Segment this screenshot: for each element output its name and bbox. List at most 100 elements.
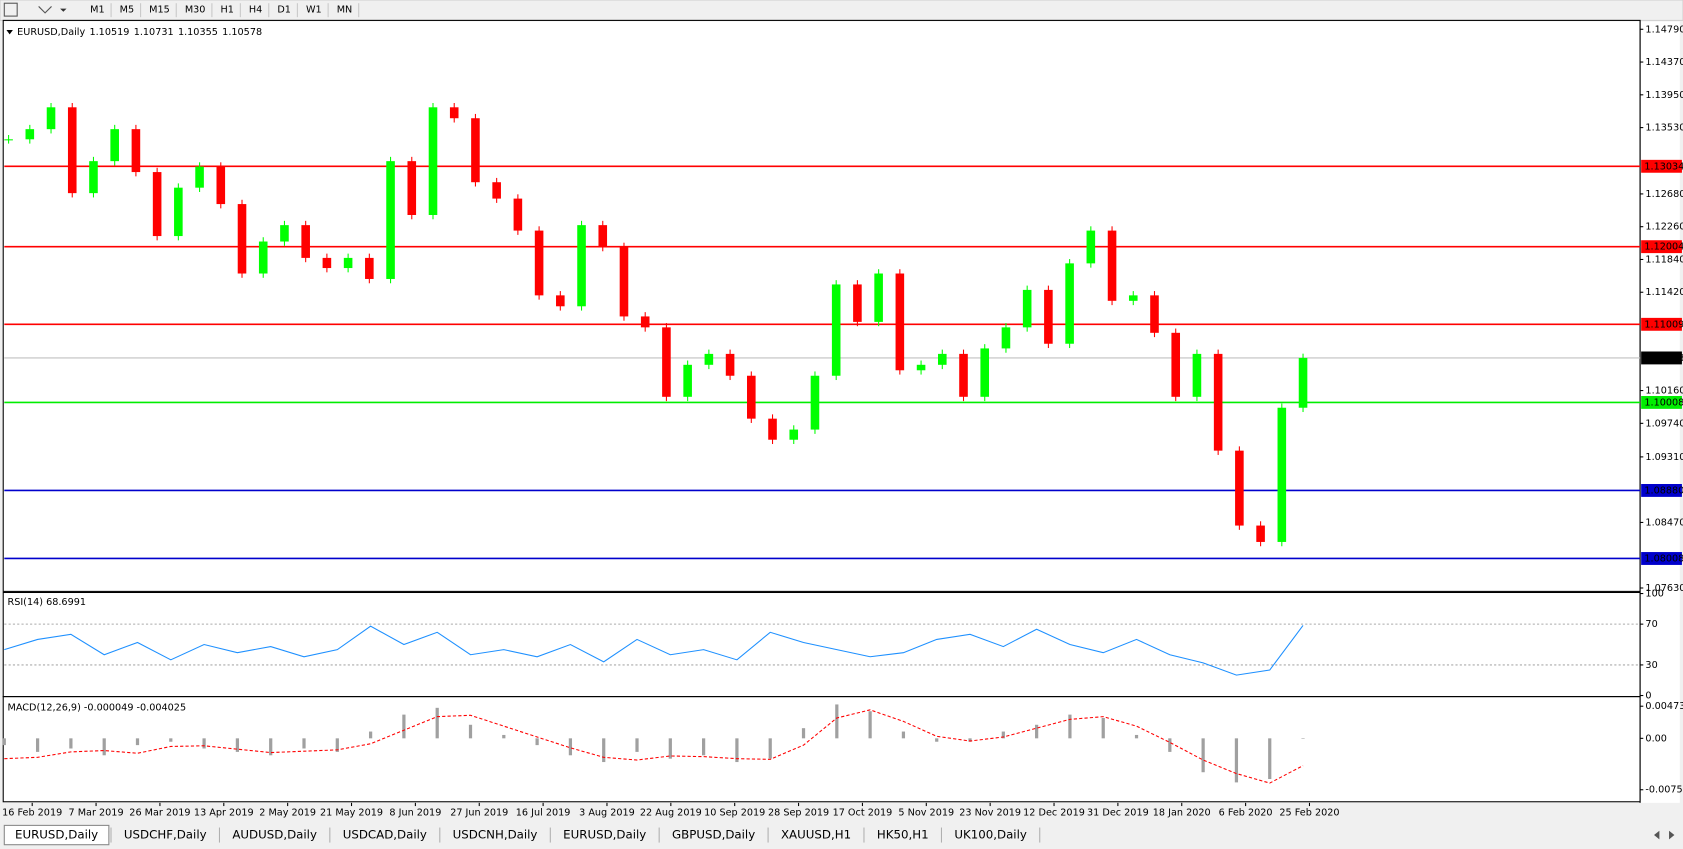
level-label: 1.13034 xyxy=(1644,161,1683,172)
indicator-title: RSI(14) 68.6991 xyxy=(8,597,87,608)
candle-body xyxy=(152,172,162,237)
histogram-bar xyxy=(668,738,672,759)
candle-body xyxy=(322,257,332,269)
tab[interactable] xyxy=(661,825,766,845)
tab[interactable] xyxy=(221,825,328,845)
timeframe-button[interactable]: M1 xyxy=(90,5,104,16)
tab[interactable] xyxy=(770,825,862,845)
timeframe-button[interactable]: M5 xyxy=(120,5,134,16)
tab-label[interactable]: GBPUSD,Daily xyxy=(672,828,755,842)
level-label: 1.12004 xyxy=(1644,242,1683,253)
candle-body xyxy=(301,225,310,258)
y-tick-label: 0.00 xyxy=(1645,733,1667,744)
candle-body xyxy=(959,353,968,397)
candle-body xyxy=(556,295,565,307)
candle-body xyxy=(407,161,417,215)
tab[interactable] xyxy=(552,825,658,845)
text-tool[interactable] xyxy=(3,2,18,17)
histogram-bar xyxy=(535,738,539,746)
candle-body xyxy=(386,161,395,279)
candle-body xyxy=(1065,263,1074,344)
tab-label[interactable]: HK50,H1 xyxy=(877,828,929,842)
tab[interactable] xyxy=(113,825,218,845)
chart-window xyxy=(3,21,1680,803)
candle-body xyxy=(365,257,374,279)
level-box xyxy=(1641,240,1682,254)
candle-body xyxy=(343,257,353,269)
tab-label[interactable]: USDCAD,Daily xyxy=(343,828,427,842)
candle-body xyxy=(428,107,438,215)
rsi-line xyxy=(4,625,1304,676)
candle-body xyxy=(1235,450,1244,526)
histogram-bar xyxy=(635,738,639,752)
candle-body xyxy=(704,353,714,365)
tab[interactable] xyxy=(866,825,940,845)
tab-label[interactable]: EURUSD,Daily xyxy=(563,828,646,842)
candle-body xyxy=(471,118,480,183)
histogram-bar xyxy=(868,711,872,739)
candle-body xyxy=(4,139,13,141)
dropdown[interactable] xyxy=(60,8,67,12)
timeframe-button[interactable]: M30 xyxy=(185,5,206,16)
level-label: 1.08880 xyxy=(1644,485,1683,496)
y-tick-label: 1.09310 xyxy=(1645,452,1683,463)
x-tick-label: 27 Jun 2019 xyxy=(450,808,508,819)
y-tick-label: 1.11420 xyxy=(1645,287,1683,298)
histogram-bar xyxy=(302,738,306,749)
x-tick-label: 2 May 2019 xyxy=(259,808,316,819)
level-box xyxy=(1641,484,1682,497)
candle-body xyxy=(237,204,247,274)
x-tick-label: 25 Feb 2020 xyxy=(1279,808,1339,819)
timeframe-button[interactable]: H1 xyxy=(220,5,233,16)
candle-body xyxy=(640,316,650,328)
histogram-bar xyxy=(1301,738,1305,739)
candle-body xyxy=(67,107,77,194)
candle-body xyxy=(216,166,226,205)
tab[interactable] xyxy=(3,824,110,846)
level-label: 1.08008 xyxy=(1644,553,1683,564)
tab-label[interactable]: XAUUSD,H1 xyxy=(781,828,851,842)
tab-label[interactable]: EURUSD,Daily xyxy=(15,828,98,842)
candle-body xyxy=(131,129,141,173)
y-tick-label: 1.09740 xyxy=(1645,418,1683,429)
histogram-bar xyxy=(801,728,806,739)
histogram-bar xyxy=(35,738,40,752)
x-tick-label: 16 Feb 2019 xyxy=(2,808,62,819)
histogram-bar xyxy=(935,738,939,742)
histogram-bar xyxy=(1068,714,1072,739)
timeframe-button[interactable]: D1 xyxy=(277,5,291,16)
candle-body xyxy=(1256,525,1265,542)
candle-body xyxy=(598,225,608,247)
line-tool[interactable] xyxy=(38,6,52,14)
level-label: 1.10008 xyxy=(1644,397,1683,408)
candle-body xyxy=(25,129,35,140)
histogram-bar xyxy=(368,731,373,739)
tab-label[interactable]: AUDUSD,Daily xyxy=(232,828,317,842)
quote-value: 1.10578 xyxy=(222,27,262,38)
candle-body xyxy=(1298,357,1308,408)
timeframe-button[interactable]: W1 xyxy=(306,5,322,16)
tab-label[interactable]: USDCHF,Daily xyxy=(124,828,207,842)
signal-line xyxy=(4,709,1304,784)
y-tick-label: 0 xyxy=(1645,691,1651,702)
tab-scroll[interactable] xyxy=(1654,830,1675,840)
histogram-bar xyxy=(1101,717,1105,739)
tab-label[interactable]: UK100,Daily xyxy=(954,828,1027,842)
candle-body xyxy=(174,187,183,237)
y-tick-label: 1.12680 xyxy=(1645,189,1683,200)
tab-label[interactable]: USDCNH,Daily xyxy=(453,828,538,842)
timeframe-button[interactable]: M15 xyxy=(149,5,170,16)
tab[interactable] xyxy=(331,825,438,845)
tab[interactable] xyxy=(441,825,549,845)
histogram-bar xyxy=(235,738,240,752)
tab[interactable] xyxy=(943,825,1038,845)
timeframe-button[interactable]: MN xyxy=(337,5,353,16)
timeframe-button[interactable]: H4 xyxy=(249,5,262,16)
quote-value: 1.10355 xyxy=(178,27,218,38)
candle-body xyxy=(874,273,883,322)
chart: 1.14790 1.14370 1.13950 1.13530 1.12680 1.122… xyxy=(2,19,1683,819)
level-box xyxy=(1641,317,1682,331)
candle-body xyxy=(810,375,820,430)
histogram-bar xyxy=(768,738,772,759)
